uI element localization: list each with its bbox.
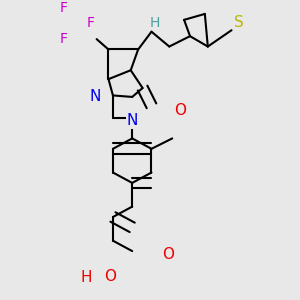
Text: F: F: [87, 16, 95, 30]
Text: N: N: [89, 89, 101, 104]
Text: S: S: [234, 15, 244, 30]
Text: O: O: [174, 103, 186, 118]
Text: H: H: [80, 270, 92, 285]
Text: O: O: [162, 247, 174, 262]
Text: F: F: [60, 32, 68, 46]
Text: N: N: [127, 113, 138, 128]
Text: H: H: [149, 16, 160, 30]
Text: O: O: [104, 269, 116, 284]
Text: F: F: [60, 1, 68, 15]
